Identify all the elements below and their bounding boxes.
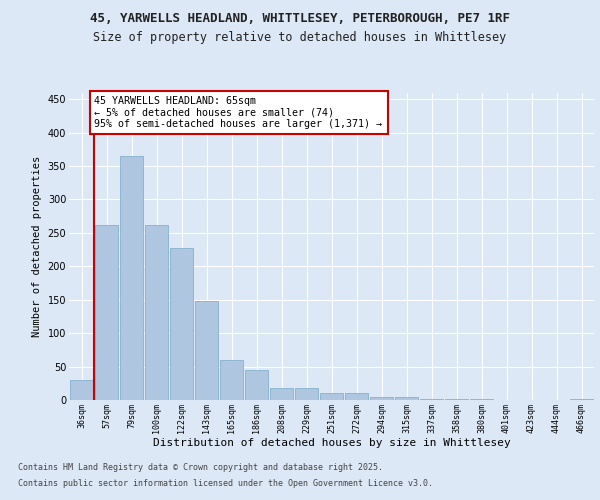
Bar [70, 380, 93, 400]
Bar [95, 225, 118, 400]
Text: 45, YARWELLS HEADLAND, WHITTLESEY, PETERBOROUGH, PE7 1RF: 45, YARWELLS HEADLAND, WHITTLESEY, PETER… [90, 12, 510, 26]
Bar [245, 370, 268, 400]
Bar [345, 394, 368, 400]
Bar [120, 156, 143, 400]
Bar [145, 225, 168, 400]
Bar [395, 396, 418, 400]
Text: Size of property relative to detached houses in Whittlesey: Size of property relative to detached ho… [94, 31, 506, 44]
Bar [220, 360, 243, 400]
Text: Contains public sector information licensed under the Open Government Licence v3: Contains public sector information licen… [18, 479, 433, 488]
Y-axis label: Number of detached properties: Number of detached properties [32, 156, 42, 337]
Text: 45 YARWELLS HEADLAND: 65sqm
← 5% of detached houses are smaller (74)
95% of semi: 45 YARWELLS HEADLAND: 65sqm ← 5% of deta… [95, 96, 383, 129]
Bar [370, 396, 393, 400]
Bar [195, 301, 218, 400]
Bar [320, 394, 343, 400]
Text: Contains HM Land Registry data © Crown copyright and database right 2025.: Contains HM Land Registry data © Crown c… [18, 462, 383, 471]
X-axis label: Distribution of detached houses by size in Whittlesey: Distribution of detached houses by size … [152, 438, 511, 448]
Bar [170, 248, 193, 400]
Bar [295, 388, 318, 400]
Bar [270, 388, 293, 400]
